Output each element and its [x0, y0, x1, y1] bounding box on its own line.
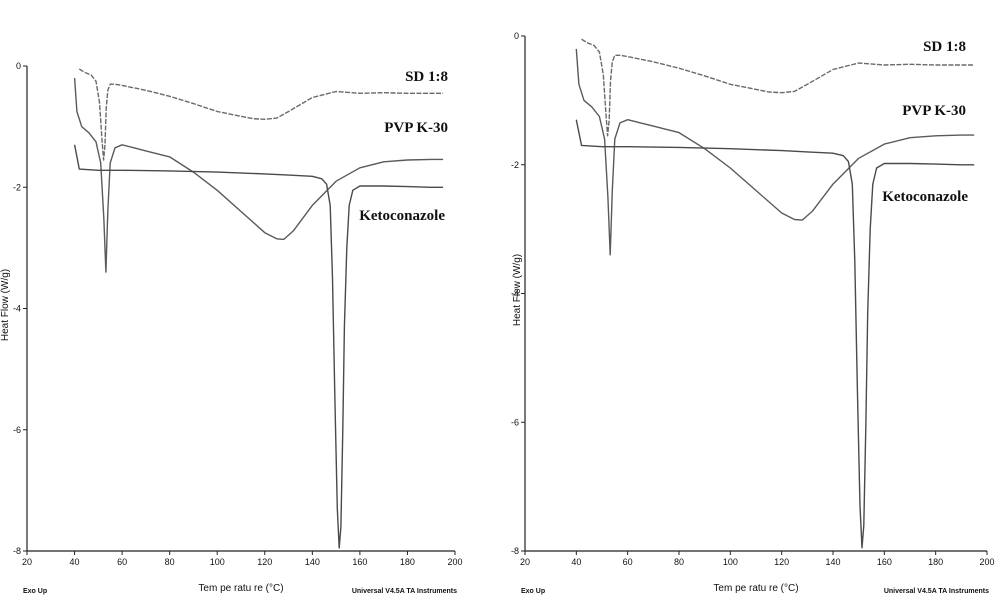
- x-tick-label: 100: [210, 557, 225, 567]
- series-line-sd-1-8: [581, 38, 975, 137]
- y-tick-label: -6: [13, 425, 21, 435]
- x-tick-label: 20: [520, 557, 530, 567]
- x-tick-label: 60: [623, 557, 633, 567]
- series-line-ketoconazole: [575, 119, 975, 549]
- x-tick-label: 140: [305, 557, 320, 567]
- series-line-pvp-k-30: [575, 48, 975, 256]
- x-tick-label: 40: [70, 557, 80, 567]
- x-axis-label: Tem pe ratu re (°C): [198, 583, 283, 594]
- x-tick-label: 40: [571, 557, 581, 567]
- x-tick-label: 120: [257, 557, 272, 567]
- x-tick-label: 160: [877, 557, 892, 567]
- footer-instrument: Universal V4.5A TA Instruments: [884, 588, 989, 595]
- footer-exo-up: Exo Up: [521, 588, 545, 595]
- chart-panel-1: 20 40 60 80 100 120 140 160 180 200 0 -2 -4 -6 -8 Tem p…: [0, 61, 463, 595]
- x-tick-label: 180: [400, 557, 415, 567]
- series-label: Ketoconazole: [882, 189, 968, 205]
- x-tick-label: 60: [117, 557, 127, 567]
- y-tick-label: -8: [511, 546, 519, 556]
- y-tick-label: 0: [514, 31, 519, 41]
- x-tick-label: 100: [723, 557, 738, 567]
- x-tick-label: 200: [447, 557, 462, 567]
- y-tick-label: -4: [511, 289, 519, 299]
- x-tick-label: 20: [22, 557, 32, 567]
- footer-exo-up: Exo Up: [23, 588, 47, 595]
- y-axis-label: Heat Flow (W/g): [0, 269, 11, 341]
- y-tick-label: -6: [511, 417, 519, 427]
- y-tick-label: -8: [13, 546, 21, 556]
- x-axis-label: Tem pe ratu re (°C): [713, 583, 798, 594]
- chart-panel-2: 20 40 60 80 100 120 140 160 180 200 0 -2 -4 -6 -8 Tem p…: [511, 31, 995, 595]
- footer-instrument: Universal V4.5A TA Instruments: [352, 588, 457, 595]
- y-tick-label: 0: [16, 61, 21, 71]
- series-label: PVP K-30: [902, 103, 966, 119]
- x-tick-label: 200: [979, 557, 994, 567]
- y-tick-label: -2: [13, 182, 21, 192]
- x-tick-label: 140: [825, 557, 840, 567]
- x-tick-label: 80: [165, 557, 175, 567]
- series-label: SD 1:8: [923, 39, 966, 55]
- x-tick-label: 120: [774, 557, 789, 567]
- series-label: Ketoconazole: [359, 208, 445, 224]
- y-tick-label: -2: [511, 160, 519, 170]
- y-axis-label: Heat Flow (W/g): [512, 254, 523, 326]
- series-label: PVP K-30: [384, 120, 448, 136]
- series-label: SD 1:8: [405, 69, 448, 85]
- x-tick-label: 80: [674, 557, 684, 567]
- x-tick-label: 160: [352, 557, 367, 567]
- y-tick-label: -4: [13, 304, 21, 314]
- series-line-sd-1-8: [78, 68, 444, 161]
- x-tick-label: 180: [928, 557, 943, 567]
- series-line-ketoconazole: [73, 144, 444, 549]
- series-line-pvp-k-30: [73, 78, 444, 273]
